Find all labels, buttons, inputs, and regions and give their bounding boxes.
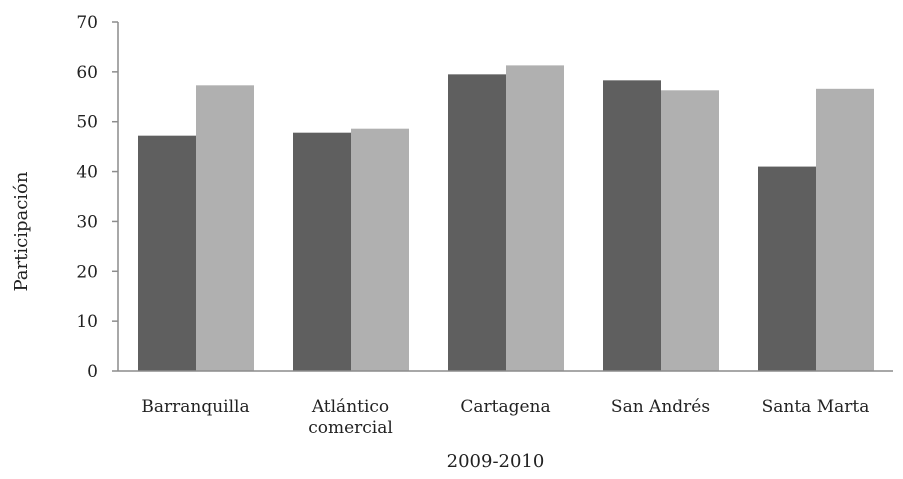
x-category-label: San Andrés — [611, 397, 710, 417]
y-ticks-group: 0 10 20 30 40 50 60 70 — [76, 13, 118, 382]
x-axis-title: 2009-2010 — [447, 451, 545, 472]
bar-series-2 — [506, 65, 564, 371]
bar-series-1 — [293, 132, 351, 371]
bar-series-2 — [661, 90, 719, 371]
y-tick-label: 60 — [76, 63, 98, 83]
y-tick-label: 40 — [76, 163, 98, 183]
bar-series-2 — [196, 85, 254, 371]
x-category-label: Atlántico comercial — [308, 397, 393, 438]
bar-series-1 — [448, 74, 506, 371]
bar-series-1 — [138, 135, 196, 371]
y-axis-title: Participación — [11, 171, 32, 291]
y-tick-label: 0 — [87, 362, 98, 382]
x-labels-group: Barranquilla Atlántico comercial Cartagena S… — [141, 397, 869, 438]
bar-series-1 — [603, 80, 661, 371]
x-category-label: Santa Marta — [762, 397, 870, 417]
y-tick-label: 30 — [76, 212, 98, 232]
bar-series-2 — [351, 128, 409, 371]
y-tick-label: 10 — [76, 312, 98, 332]
bar-series-1 — [758, 166, 816, 371]
bars-group — [138, 65, 874, 372]
bar-series-2 — [816, 88, 874, 372]
x-category-label: Cartagena — [460, 397, 550, 417]
y-tick-label: 70 — [76, 13, 98, 33]
y-tick-label: 50 — [76, 113, 98, 133]
y-tick-label: 20 — [76, 262, 98, 282]
x-category-label: Barranquilla — [141, 397, 249, 417]
